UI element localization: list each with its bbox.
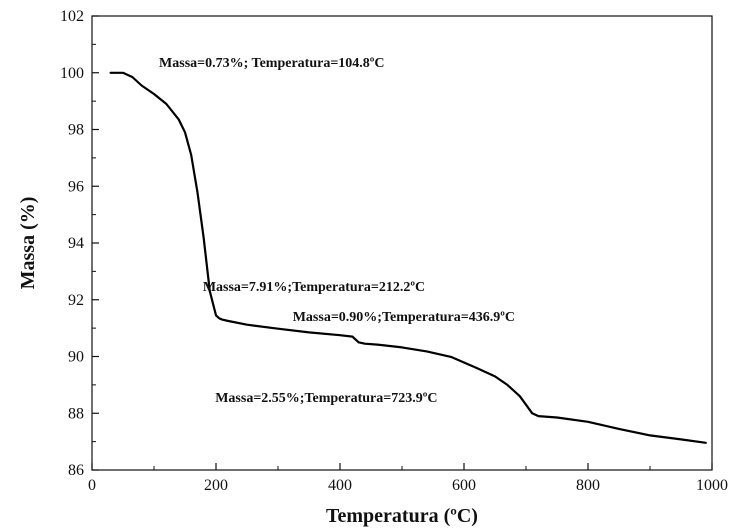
x-axis-ticks: 0 200 400 600 800 1000 [88, 463, 728, 494]
x-axis-title: Temperatura (ºC) [326, 505, 478, 527]
y-axis-title: Massa (%) [17, 197, 39, 290]
series-line-mass [109, 71, 707, 444]
x-tick-label: 800 [576, 477, 600, 494]
annotation-label: Massa=0.73%; Temperatura=104.8ºC [159, 56, 385, 71]
y-tick-label: 102 [60, 8, 84, 25]
y-axis-ticks: 86 88 90 92 94 96 98 100 102 [60, 8, 99, 479]
x-tick-label: 600 [452, 477, 476, 494]
y-tick-label: 86 [68, 462, 84, 479]
x-tick-label: 0 [88, 477, 96, 494]
y-tick-label: 90 [68, 349, 84, 366]
plot-frame [91, 15, 713, 471]
y-tick-label: 98 [68, 122, 84, 139]
annotation-label: Massa=2.55%;Temperatura=723.9ºC [215, 391, 437, 406]
annotation-label: Massa=7.91%;Temperatura=212.2ºC [203, 280, 425, 295]
x-tick-label: 1000 [696, 477, 728, 494]
y-tick-label: 100 [60, 65, 84, 82]
x-tick-label: 400 [328, 477, 352, 494]
y-tick-label: 96 [68, 178, 84, 195]
annotation-label: Massa=0.90%;Temperatura=436.9ºC [293, 310, 515, 325]
y-tick-label: 88 [68, 405, 84, 422]
x-tick-label: 200 [204, 477, 228, 494]
y-tick-label: 92 [68, 292, 84, 309]
annotations: Massa=0.73%; Temperatura=104.8ºC Massa=7.… [159, 56, 515, 406]
y-tick-label: 94 [68, 235, 84, 252]
